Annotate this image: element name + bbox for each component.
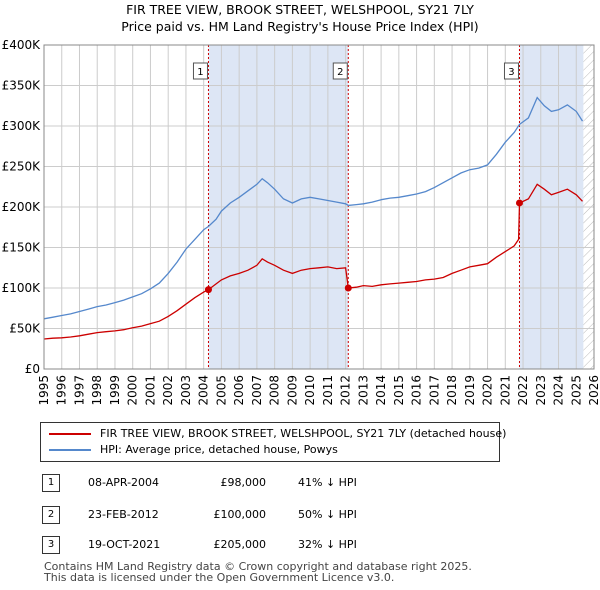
x-tick-label: 2007 [250,375,264,406]
sale-number-badge: 3 [42,536,60,554]
sale-label-box [332,62,348,80]
sale-date: 08-APR-2004 [88,476,160,489]
x-tick-label: 2005 [214,375,228,406]
y-tick-label: £100K [2,281,42,295]
x-tick-label: 2024 [552,375,566,406]
chart-subtitle: Price paid vs. HM Land Registry's House … [121,19,479,34]
x-tick-label: 2000 [126,375,140,406]
sale-row: 1 08-APR-2004 £98,000 41% ↓ HPI [0,474,600,492]
x-tick-label: 2023 [534,375,548,406]
price-chart: 1 2 3 £0 £50K £100K £150K £200K £250K £300K £350K £… [2,38,600,406]
x-tick-label: 1999 [108,375,122,406]
property-line [43,183,583,340]
y-tick-label: £200K [2,200,42,214]
sale-date: 19-OCT-2021 [88,538,161,551]
x-tick-label: 2019 [463,375,477,406]
x-tick-label: 2010 [303,375,317,406]
x-tick-label: 2011 [321,375,335,406]
x-tick-label: 2015 [392,375,406,406]
chart-title: FIR TREE VIEW, BROOK STREET, WELSHPOOL, … [126,2,474,17]
sale-price: £100,000 [213,508,267,521]
sale-price: £205,000 [213,538,267,551]
legend-label-hpi: HPI: Average price, detached house, Powy… [100,443,338,456]
x-tick-label: 2017 [427,375,441,406]
x-tick-label: 2025 [569,375,583,406]
x-tick-label: 2016 [410,375,424,406]
sale-price: £98,000 [220,476,267,489]
chart-legend: FIR TREE VIEW, BROOK STREET, WELSHPOOL, … [40,422,506,462]
sale-row: 3 19-OCT-2021 £205,000 32% ↓ HPI [0,536,600,554]
x-tick-label: 1995 [37,375,51,406]
footer-copyright: Contains HM Land Registry data © Crown c… [44,560,472,573]
x-tick-label: 2020 [481,375,495,406]
legend-swatch-property [49,433,91,435]
x-tick-label: 1997 [72,375,86,406]
sale-label-text: 3 [508,67,514,78]
x-tick-label: 2006 [232,375,246,406]
y-tick-label: £400K [2,38,42,52]
sale-date: 23-FEB-2012 [88,508,159,521]
sale-label-box [192,62,208,80]
y-tick-label: £250K [2,160,42,174]
x-tick-label: 1998 [90,375,104,406]
x-tick-label: 2002 [161,375,175,406]
sale-label-box [503,62,519,80]
legend-swatch-hpi [49,449,91,451]
y-tick-label: £50K [9,322,41,336]
sale-row: 2 23-FEB-2012 £100,000 50% ↓ HPI [0,506,600,524]
sale-hpi-diff: 41% ↓ HPI [298,476,357,489]
x-tick-label: 2018 [445,375,459,406]
plot-frame [43,44,595,370]
sale-point [344,284,352,292]
y-tick-label: £350K [2,79,42,93]
x-tick-label: 2003 [179,375,193,406]
sale-label-text: 1 [197,67,203,78]
sale-number-badge: 1 [42,474,60,492]
legend-label-property: FIR TREE VIEW, BROOK STREET, WELSHPOOL, … [100,427,507,440]
footer-license: This data is licensed under the Open Gov… [44,571,395,584]
y-tick-label: £150K [2,241,42,255]
x-tick-label: 2021 [498,375,512,406]
sale-point [515,199,523,207]
x-tick-label: 2014 [374,375,388,406]
sale-number-badge: 2 [42,506,60,524]
y-tick-label: £0 [25,362,40,376]
sale-point [204,286,212,294]
x-tick-label: 2009 [285,375,299,406]
x-tick-label: 2008 [268,375,282,406]
x-tick-label: 2004 [197,375,211,406]
x-tick-label: 2001 [143,375,157,406]
hpi-line [43,96,584,320]
x-tick-label: 1996 [55,375,69,406]
x-tick-label: 2022 [516,375,530,406]
sale-hpi-diff: 50% ↓ HPI [298,508,357,521]
x-tick-label: 2026 [587,375,600,406]
sale-label-text: 2 [337,67,343,78]
x-tick-label: 2012 [339,375,353,406]
y-tick-label: £300K [2,119,42,133]
x-tick-label: 2013 [356,375,370,406]
sale-hpi-diff: 32% ↓ HPI [298,538,357,551]
